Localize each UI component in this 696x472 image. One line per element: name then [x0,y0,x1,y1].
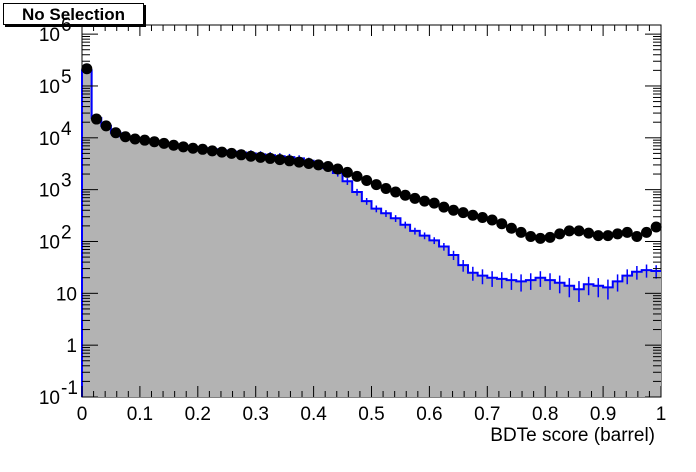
y-tick-label-base: 10 [39,129,60,150]
data-point [245,150,257,162]
data-point [554,228,566,240]
data-point [525,230,537,242]
y-tick-label-base: 10 [39,388,60,409]
data-point [264,152,276,164]
data-point [505,222,517,234]
y-tick-label: 1 [66,336,77,357]
data-point [583,227,595,239]
data-point [332,163,344,175]
data-point [621,226,633,238]
data-point [650,221,662,233]
data-point [312,159,324,171]
data-point [496,218,508,230]
x-tick-label: 0.1 [127,404,153,425]
data-point [177,141,189,153]
data-point [515,226,527,238]
data-point [641,226,653,238]
selection-label-box: No Selection [3,3,144,25]
data-point [81,63,93,75]
data-point [216,146,228,158]
data-point [187,142,199,154]
x-tick-label: 0.7 [474,404,500,425]
y-tick-label-exponent: 3 [61,171,72,192]
data-point [361,175,373,187]
data-point [534,232,546,244]
data-point [612,228,624,240]
data-point [351,170,363,182]
data-point [563,225,575,237]
data-point [544,231,556,243]
y-tick-label-base: 10 [39,77,60,98]
data-point [235,149,247,161]
data-point [341,166,353,178]
data-point [322,160,334,172]
data-point [370,179,382,191]
data-point [197,143,209,155]
x-tick-label: 1 [656,404,667,425]
data-point [119,131,131,143]
data-point [255,151,267,163]
x-tick-label: 0.3 [242,404,268,425]
data-point [206,145,218,157]
data-point [428,197,440,209]
data-point [380,183,392,195]
data-point [631,230,643,242]
data-point [158,137,170,149]
data-point [573,225,585,237]
y-tick-label-base: 10 [39,181,60,202]
data-point [592,230,604,242]
x-tick-label: 0.8 [532,404,558,425]
data-point [226,147,238,159]
data-point [390,186,402,198]
y-tick-label-base: 10 [39,25,60,46]
data-point [100,120,112,132]
data-point [438,201,450,213]
y-tick-label-exponent: 4 [61,119,72,140]
y-tick-label: 10 [56,284,77,305]
y-tick-label-base: 10 [39,232,60,253]
data-point [303,157,315,169]
data-point [129,133,141,145]
x-axis-title: BDTe score (barrel) [490,425,655,446]
data-points [81,63,662,244]
data-point [476,212,488,224]
data-point [486,214,498,226]
data-point [283,155,295,167]
x-tick-label: 0 [77,404,88,425]
data-point [409,192,421,204]
data-point [139,134,151,146]
data-point [90,113,102,125]
simulation-fill [82,70,661,398]
data-point [419,195,431,207]
data-point [448,204,460,216]
data-point [602,230,614,242]
x-tick-label: 0.2 [185,404,211,425]
data-point [467,209,479,221]
data-point [148,136,160,148]
data-point [168,139,180,151]
y-tick-label-exponent: 5 [61,67,72,88]
y-tick-label-exponent: 6 [61,15,72,36]
y-tick-label-exponent: 2 [61,222,72,243]
data-point [293,156,305,168]
data-point [110,127,122,139]
x-tick-label: 0.9 [590,404,616,425]
data-point [399,189,411,201]
x-tick-label: 0.5 [358,404,384,425]
data-point [457,207,469,219]
y-tick-label-exponent: -1 [61,378,78,399]
x-tick-label: 0.6 [416,404,442,425]
x-tick-label: 0.4 [300,404,327,425]
data-point [274,154,286,166]
